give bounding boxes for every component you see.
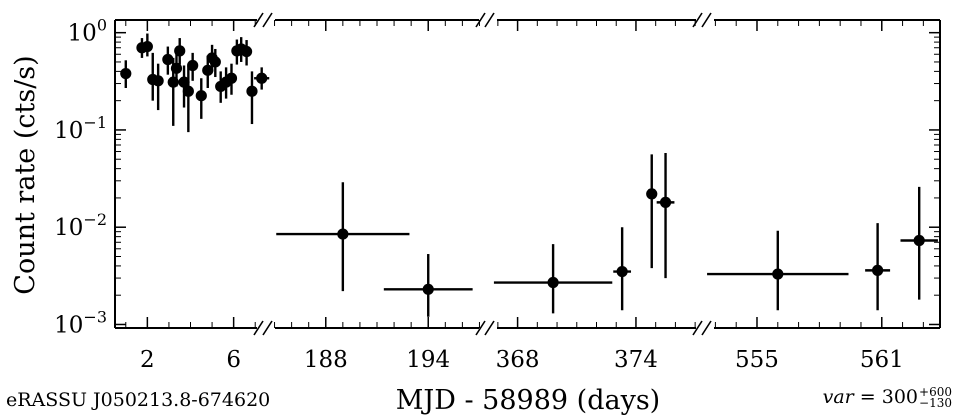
data-point [656, 152, 675, 279]
data-marker [646, 188, 658, 200]
data-point [707, 230, 849, 311]
y-tick-label: 100 [68, 16, 107, 47]
axis-break-mark [262, 12, 273, 28]
var-upper-error: +600 [919, 384, 952, 399]
data-marker [152, 75, 164, 87]
data-point [493, 244, 613, 314]
data-point [174, 38, 186, 65]
x-tick-label: 2 [140, 347, 155, 373]
axis-break-mark [484, 320, 495, 336]
data-point [246, 71, 258, 125]
data-point [182, 66, 194, 133]
axis-break-mark [253, 12, 264, 28]
axis-break-mark [475, 320, 486, 336]
data-point [646, 154, 658, 269]
data-marker [616, 265, 628, 278]
axis-break-mark [262, 320, 273, 336]
data-marker [256, 72, 268, 84]
x-tick-label: 6 [226, 347, 241, 373]
data-point [865, 223, 891, 311]
data-marker [422, 283, 434, 295]
data-marker [772, 268, 784, 280]
x-tick-label: 561 [860, 347, 904, 373]
data-point [120, 60, 132, 88]
axis-break-mark [475, 12, 486, 28]
data-point [195, 78, 207, 119]
data-marker [195, 90, 207, 102]
data-point [900, 186, 938, 300]
data-point [383, 254, 473, 317]
data-point [141, 33, 153, 57]
data-point [254, 67, 270, 90]
data-marker [182, 85, 194, 97]
data-point [152, 63, 164, 111]
data-point [276, 182, 410, 292]
variability-label: var = 300 +600 −130 [822, 384, 952, 410]
y-tick-label: 10−3 [54, 307, 107, 338]
data-marker [170, 62, 183, 74]
data-point [162, 46, 174, 75]
x-tick-label: 555 [735, 347, 779, 373]
x-tick-label: 374 [614, 347, 658, 373]
y-tick-label: 10−1 [54, 113, 107, 144]
axis-break-mark [484, 12, 495, 28]
source-name-label: eRASSU J050213.8-674620 [6, 389, 271, 411]
plot-frame [114, 12, 941, 336]
data-point [225, 63, 238, 95]
axis-break-mark [692, 320, 703, 336]
y-tick-label: 10−2 [54, 210, 107, 241]
data-marker [141, 40, 153, 53]
var-value: = 300 [859, 386, 919, 408]
x-tick-label: 188 [304, 347, 348, 373]
data-point [613, 227, 632, 311]
data-point [240, 40, 253, 66]
data-marker [246, 85, 258, 97]
data-marker [120, 67, 132, 80]
data-marker [202, 64, 214, 76]
data-point [209, 48, 221, 78]
data-point [170, 52, 183, 87]
var-symbol: var [822, 386, 854, 408]
x-tick-label: 368 [496, 347, 540, 373]
var-uncertainty: +600 −130 [919, 384, 952, 410]
y-axis-label: Count rate (cts/s) [10, 55, 41, 294]
data-marker [209, 56, 221, 68]
data-marker [187, 59, 199, 72]
data-marker [162, 53, 174, 66]
tick-labels: 100 10−1 10−2 10−3 2 6 188 194 368 374 555 561 [54, 16, 904, 373]
data-marker [337, 228, 349, 240]
axis-break-mark [692, 12, 703, 28]
axis-break-mark [253, 320, 264, 336]
var-lower-error: −130 [919, 396, 952, 410]
data-marker [913, 234, 925, 247]
data-marker [659, 196, 672, 208]
data-marker [225, 72, 238, 84]
axis-break-mark [701, 12, 712, 28]
data-marker [174, 45, 186, 57]
data-marker [178, 76, 190, 88]
data-marker [240, 45, 253, 58]
data-points [120, 33, 938, 317]
data-point [178, 65, 190, 108]
x-tick-label: 194 [406, 347, 450, 373]
data-point [187, 52, 199, 81]
axis-break-mark [701, 320, 712, 336]
data-marker [872, 264, 884, 276]
data-marker [547, 276, 559, 289]
x-axis-label: MJD - 58989 (days) [396, 385, 660, 416]
